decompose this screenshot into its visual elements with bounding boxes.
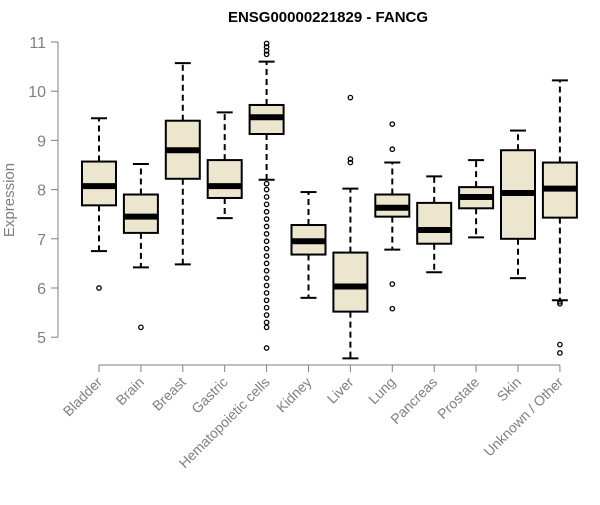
outlier-point xyxy=(557,341,563,348)
outlier-point xyxy=(263,297,270,304)
y-tick-label: 6 xyxy=(37,281,46,298)
y-tick-label: 8 xyxy=(37,183,46,200)
x-tick-label: Pancreas xyxy=(387,374,440,427)
y-tick-label: 11 xyxy=(29,35,46,52)
outlier-point xyxy=(557,350,563,356)
box xyxy=(332,251,369,313)
outlier-point xyxy=(263,312,270,318)
y-axis: 5 6 7 8 9 10 11 xyxy=(28,35,59,347)
outlier-point xyxy=(263,231,270,237)
outlier-point xyxy=(347,94,354,101)
outlier-point xyxy=(263,208,270,215)
outlier-point xyxy=(263,282,270,289)
box-group xyxy=(248,40,285,351)
x-tick-label: Skin xyxy=(494,374,525,405)
outlier-point xyxy=(263,345,270,351)
outlier-point xyxy=(263,245,270,252)
box-group xyxy=(541,79,578,356)
outlier-point xyxy=(96,285,102,291)
box-group xyxy=(500,129,536,280)
x-tick-label: Bladder xyxy=(60,374,106,420)
outlier-point xyxy=(263,51,270,58)
outlier-point xyxy=(263,216,270,222)
y-tick-label: 10 xyxy=(28,84,46,101)
y-tick-label: 9 xyxy=(37,133,46,150)
outlier-point xyxy=(557,300,563,307)
box-group xyxy=(458,159,495,239)
x-tick-label: Breast xyxy=(149,374,189,414)
outlier-point xyxy=(263,186,270,193)
x-tick-label: Unknown / Other xyxy=(480,374,566,460)
x-tick-label: Lung xyxy=(365,374,398,407)
outlier-point xyxy=(263,260,270,267)
box-group xyxy=(206,111,243,220)
outlier-point xyxy=(263,267,270,274)
outlier-point xyxy=(263,319,270,326)
box xyxy=(206,159,243,199)
x-tick-label: Kidney xyxy=(273,374,315,416)
outlier-point xyxy=(347,159,354,166)
boxes-layer xyxy=(81,40,578,360)
y-axis-label: Expression xyxy=(1,163,18,237)
x-tick-label: Brain xyxy=(113,374,147,408)
outlier-point xyxy=(263,180,270,187)
outlier-point xyxy=(263,253,270,259)
box-group xyxy=(290,191,327,299)
outlier-point xyxy=(389,146,396,153)
box-group xyxy=(81,117,117,291)
x-tick-label: Liver xyxy=(324,374,357,407)
box-group xyxy=(122,163,159,331)
box-group xyxy=(416,175,453,274)
chart-title: ENSG00000221829 - FANCG xyxy=(228,9,428,26)
outlier-point xyxy=(557,298,563,305)
x-tick-label: Prostate xyxy=(434,374,482,422)
box xyxy=(416,201,453,245)
outlier-point xyxy=(263,201,270,208)
y-tick-label: 7 xyxy=(37,232,46,249)
outlier-point xyxy=(263,275,270,282)
y-tick-label: 5 xyxy=(37,330,46,347)
outlier-point xyxy=(347,156,354,162)
box-group xyxy=(374,121,411,312)
box-group xyxy=(164,62,201,266)
outlier-point xyxy=(263,324,270,331)
outlier-point xyxy=(263,290,270,296)
outlier-point xyxy=(263,238,270,245)
outlier-point xyxy=(389,305,396,312)
box-group xyxy=(332,94,369,360)
outlier-point xyxy=(263,44,270,50)
outlier-point xyxy=(263,40,270,47)
outlier-point xyxy=(389,121,396,128)
outlier-point xyxy=(138,324,144,331)
outlier-point xyxy=(389,281,396,287)
outlier-point xyxy=(263,223,270,230)
outlier-point xyxy=(263,194,270,200)
outlier-point xyxy=(263,304,270,311)
